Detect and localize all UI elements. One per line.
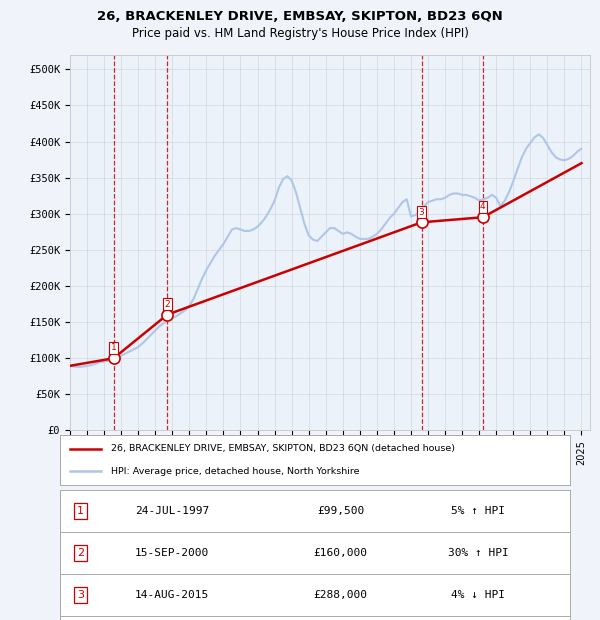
Text: HPI: Average price, detached house, North Yorkshire: HPI: Average price, detached house, Nort… [111,466,359,476]
Text: 26, BRACKENLEY DRIVE, EMBSAY, SKIPTON, BD23 6QN: 26, BRACKENLEY DRIVE, EMBSAY, SKIPTON, B… [97,10,503,23]
Text: 4: 4 [480,203,485,211]
Text: £288,000: £288,000 [314,590,367,600]
Bar [70,55,113,430]
Text: 4% ↓ HPI: 4% ↓ HPI [451,590,505,600]
Bar [167,55,422,430]
Text: Price paid vs. HM Land Registry's House Price Index (HPI): Price paid vs. HM Land Registry's House … [131,27,469,40]
Text: £160,000: £160,000 [314,548,367,558]
Text: 1: 1 [77,506,84,516]
Text: 2: 2 [77,548,84,558]
Text: 1: 1 [111,343,116,353]
Text: £99,500: £99,500 [317,506,364,516]
Text: 15-SEP-2000: 15-SEP-2000 [135,548,209,558]
Text: 24-JUL-1997: 24-JUL-1997 [135,506,209,516]
Bar [113,55,167,430]
Text: 26, BRACKENLEY DRIVE, EMBSAY, SKIPTON, BD23 6QN (detached house): 26, BRACKENLEY DRIVE, EMBSAY, SKIPTON, B… [111,445,455,453]
Text: 3: 3 [419,208,424,216]
Text: 5% ↑ HPI: 5% ↑ HPI [451,506,505,516]
Text: 2: 2 [164,300,170,309]
Text: 30% ↑ HPI: 30% ↑ HPI [448,548,509,558]
Text: 3: 3 [77,590,84,600]
Bar [483,55,590,430]
Bar [422,55,483,430]
Text: 14-AUG-2015: 14-AUG-2015 [135,590,209,600]
